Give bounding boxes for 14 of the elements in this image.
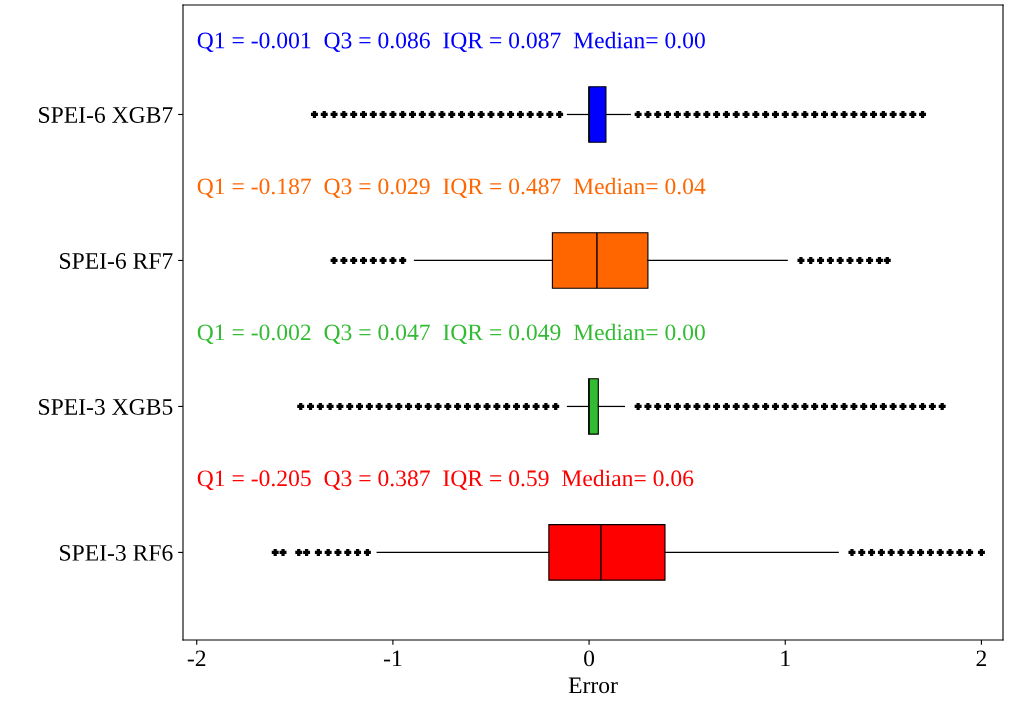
annotation: Q1 = -0.002 Q3 = 0.047 IQR = 0.049 Median= 0.00 [197, 323, 705, 344]
x-axis-title: Error [568, 677, 618, 694]
y-tick-label: SPEI-3 XGB5 [39, 398, 173, 415]
y-tick-label: SPEI-6 RF7 [60, 253, 173, 269]
x-tick-label: 0 [584, 650, 595, 667]
annotation: Q1 = -0.205 Q3 = 0.387 IQR = 0.59 Median= 0.06 [197, 469, 694, 490]
y-tick-label: SPEI-6 XGB7 [39, 107, 173, 123]
x-tick-label: 1 [781, 650, 790, 667]
annotation: Q1 = -0.187 Q3 = 0.029 IQR = 0.487 Median= 0.04 [197, 177, 706, 198]
y-tick-label: SPEI-3 RF6 [60, 544, 173, 561]
annotation: Q1 = -0.001 Q3 = 0.086 IQR = 0.087 Median= 0.00 [197, 31, 705, 52]
x-tick-label: -1 [383, 650, 402, 667]
x-tick-label: 2 [976, 650, 987, 667]
x-tick-label: -2 [187, 650, 206, 667]
